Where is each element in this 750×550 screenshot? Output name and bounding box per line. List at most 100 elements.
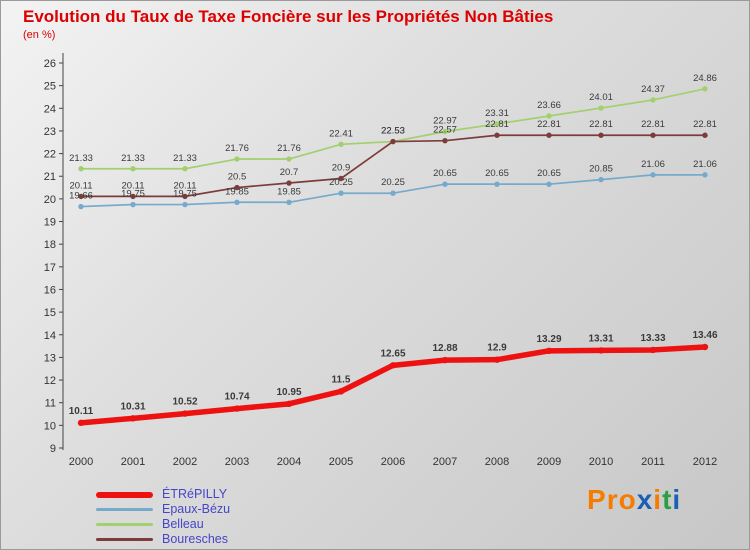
proxiti-logo[interactable]: Proxiti	[587, 484, 682, 515]
svg-text:22.41: 22.41	[329, 128, 353, 139]
legend-item: ÉTRéPILLY	[96, 488, 230, 501]
legend-swatch	[96, 538, 153, 541]
svg-text:22.81: 22.81	[537, 119, 561, 130]
legend-item: Belleau	[96, 518, 230, 531]
svg-text:2008: 2008	[485, 456, 509, 468]
svg-text:21.33: 21.33	[173, 153, 197, 164]
svg-text:23: 23	[44, 126, 56, 138]
svg-text:22.81: 22.81	[589, 119, 613, 130]
svg-text:11.5: 11.5	[332, 374, 351, 385]
legend-swatch	[96, 508, 153, 511]
svg-text:10: 10	[44, 420, 56, 432]
chart: 9 10 11 12 13 14 15 16 17 18 19 20 21 22 23 24 25 26 2000 2…	[1, 1, 749, 479]
svg-text:20.25: 20.25	[381, 177, 405, 188]
svg-text:20.65: 20.65	[485, 168, 509, 179]
svg-text:9: 9	[50, 443, 56, 455]
svg-text:19.66: 19.66	[69, 191, 93, 202]
svg-text:13.31: 13.31	[588, 333, 613, 344]
svg-text:20.11: 20.11	[173, 180, 196, 191]
svg-text:20.25: 20.25	[329, 177, 353, 188]
svg-text:22.81: 22.81	[693, 119, 717, 130]
svg-text:21: 21	[44, 171, 56, 183]
legend-swatch	[96, 523, 153, 526]
svg-text:21.06: 21.06	[641, 159, 665, 170]
svg-text:19: 19	[44, 217, 56, 229]
legend-swatch	[96, 491, 153, 498]
svg-text:20.65: 20.65	[433, 168, 457, 179]
svg-text:19.85: 19.85	[225, 186, 249, 197]
legend-label: Belleau	[162, 517, 204, 531]
page-subtitle: (en %)	[23, 29, 56, 41]
svg-text:20.5: 20.5	[228, 172, 247, 183]
svg-text:10.11: 10.11	[69, 406, 94, 417]
svg-text:10.74: 10.74	[224, 392, 249, 403]
svg-text:20.85: 20.85	[589, 164, 613, 175]
svg-text:22.81: 22.81	[485, 119, 509, 130]
svg-text:26: 26	[44, 58, 56, 70]
svg-text:21.76: 21.76	[277, 143, 301, 154]
svg-text:20.9: 20.9	[332, 163, 351, 174]
svg-text:19.75: 19.75	[121, 189, 145, 200]
svg-text:10.95: 10.95	[276, 387, 301, 398]
svg-text:2005: 2005	[329, 456, 353, 468]
svg-text:2002: 2002	[173, 456, 197, 468]
svg-text:22: 22	[44, 149, 56, 161]
svg-text:24.37: 24.37	[641, 84, 665, 95]
svg-text:12.65: 12.65	[380, 348, 405, 359]
legend-item: Bouresches	[96, 533, 230, 546]
legend-label: Epaux-Bézu	[162, 502, 231, 516]
svg-text:23.31: 23.31	[485, 108, 509, 119]
svg-text:2006: 2006	[381, 456, 405, 468]
svg-text:2001: 2001	[121, 456, 145, 468]
chart-svg: 9 10 11 12 13 14 15 16 17 18 19 20 21 22 23 24 25 26 2000 2…	[44, 53, 718, 468]
svg-text:2009: 2009	[537, 456, 561, 468]
legend: ÉTRéPILLY Epaux-Bézu Belleau Bouresches	[96, 488, 230, 546]
svg-text:22.81: 22.81	[641, 119, 665, 130]
svg-text:19.85: 19.85	[277, 186, 301, 197]
svg-text:22.53: 22.53	[381, 126, 405, 137]
svg-text:23.66: 23.66	[537, 100, 561, 111]
svg-text:19.75: 19.75	[173, 189, 197, 200]
svg-text:24.86: 24.86	[693, 73, 717, 84]
svg-text:20.11: 20.11	[121, 180, 144, 191]
svg-text:22.57: 22.57	[433, 125, 457, 136]
svg-text:2010: 2010	[589, 456, 613, 468]
svg-text:12.88: 12.88	[432, 343, 457, 354]
svg-text:16: 16	[44, 284, 56, 296]
svg-text:2000: 2000	[69, 456, 93, 468]
svg-text:13: 13	[44, 352, 56, 364]
svg-text:20.11: 20.11	[69, 180, 92, 191]
svg-text:22.53: 22.53	[381, 126, 405, 137]
svg-text:13.33: 13.33	[640, 333, 665, 344]
page-title: Evolution du Taux de Taxe Foncière sur l…	[23, 7, 554, 26]
svg-text:18: 18	[44, 239, 56, 251]
legend-item: Epaux-Bézu	[96, 503, 230, 516]
svg-text:21.33: 21.33	[121, 153, 145, 164]
svg-text:21.06: 21.06	[693, 159, 717, 170]
legend-label: Bouresches	[162, 532, 229, 546]
svg-text:11: 11	[45, 398, 56, 410]
svg-text:24.01: 24.01	[589, 92, 613, 103]
svg-text:25: 25	[44, 81, 56, 93]
svg-text:2012: 2012	[693, 456, 717, 468]
svg-text:2003: 2003	[225, 456, 249, 468]
svg-text:2011: 2011	[641, 456, 665, 468]
svg-text:2007: 2007	[433, 456, 457, 468]
svg-text:20.7: 20.7	[280, 167, 299, 178]
svg-text:21.33: 21.33	[69, 153, 93, 164]
svg-text:12: 12	[44, 375, 56, 387]
svg-text:22.97: 22.97	[433, 116, 457, 127]
svg-text:10.52: 10.52	[172, 397, 197, 408]
svg-text:15: 15	[44, 307, 56, 319]
svg-text:13.29: 13.29	[536, 334, 561, 345]
svg-text:14: 14	[44, 330, 56, 342]
legend-label: ÉTRéPILLY	[162, 487, 228, 501]
svg-text:2004: 2004	[277, 456, 301, 468]
svg-text:10.31: 10.31	[120, 401, 145, 412]
svg-text:17: 17	[44, 262, 56, 274]
svg-text:21.76: 21.76	[225, 143, 249, 154]
svg-text:24: 24	[44, 103, 56, 115]
svg-text:13.46: 13.46	[692, 330, 717, 341]
svg-text:20.65: 20.65	[537, 168, 561, 179]
